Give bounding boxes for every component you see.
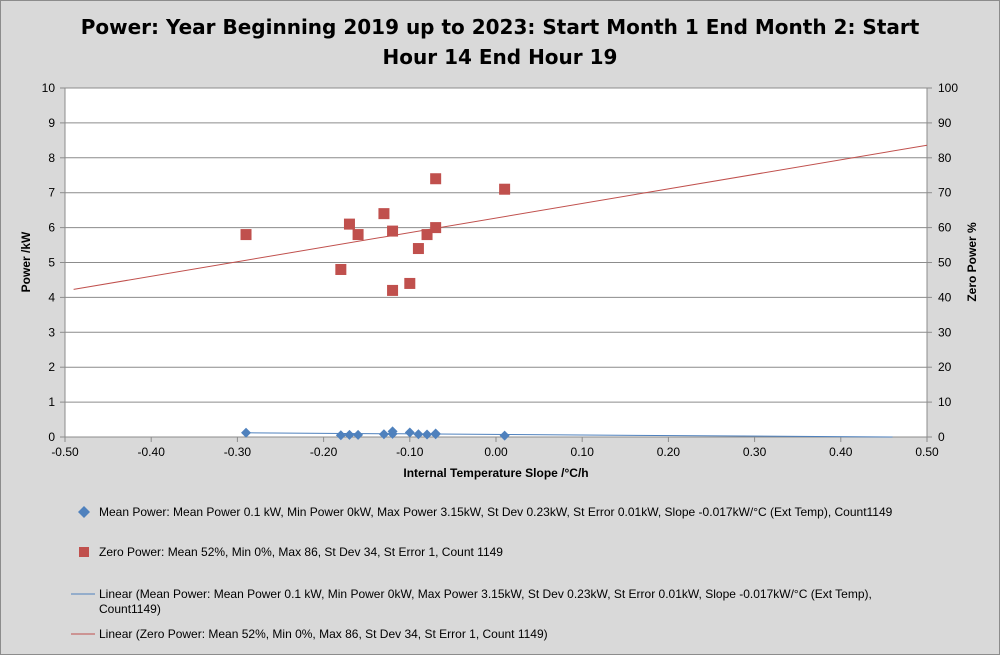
tick-labels: 0123456789100102030405060708090100-0.50-… — [42, 81, 959, 459]
legend-label-linear-mean-power-1: Linear (Mean Power: Mean Power 0.1 kW, M… — [99, 587, 872, 601]
y-tick-label: 4 — [48, 290, 55, 304]
legend: Mean Power: Mean Power 0.1 kW, Min Power… — [71, 505, 893, 641]
y-tick-label: 8 — [48, 151, 55, 165]
zero-power-point — [387, 284, 399, 296]
y2-tick-label: 40 — [938, 290, 952, 304]
legend-marker-mean-power — [78, 506, 90, 518]
mean-power-point — [353, 429, 364, 440]
axes — [60, 87, 932, 442]
mean-power-point — [387, 428, 398, 439]
y-tick-label: 9 — [48, 116, 55, 130]
mean-power-point — [344, 429, 355, 440]
x-tick-label: 0.30 — [743, 445, 767, 459]
y2-tick-label: 60 — [938, 221, 952, 235]
y2-tick-label: 70 — [938, 186, 952, 200]
y-tick-label: 6 — [48, 221, 55, 235]
y-tick-label: 1 — [48, 395, 55, 409]
zero-power-point — [421, 229, 433, 241]
zero-power-point — [404, 277, 416, 289]
x-tick-label: 0.40 — [829, 445, 853, 459]
mean-power-point — [413, 429, 424, 440]
x-tick-label: -0.40 — [138, 445, 166, 459]
y-axis-label: Power /kW — [19, 231, 33, 292]
zero-power-point — [412, 243, 424, 255]
trendline-1 — [73, 144, 928, 290]
y2-tick-label: 30 — [938, 325, 952, 339]
chart-title-line-2: Hour 14 End Hour 19 — [383, 45, 618, 69]
zero-power-point — [240, 229, 252, 241]
zero-power-point — [387, 225, 399, 237]
zero-power-point — [378, 208, 390, 220]
zero-power-point — [352, 229, 364, 241]
y2-tick-label: 80 — [938, 151, 952, 165]
mean-power-point — [404, 427, 415, 438]
y-tick-label: 10 — [42, 81, 56, 95]
y2-tick-label: 90 — [938, 116, 952, 130]
y2-tick-label: 20 — [938, 360, 952, 374]
x-tick-label: 0.20 — [657, 445, 681, 459]
legend-label-zero-power: Zero Power: Mean 52%, Min 0%, Max 86, St… — [99, 545, 503, 559]
x-tick-label: 0.00 — [484, 445, 508, 459]
zero-power-point — [335, 263, 347, 275]
mean-power-point — [241, 427, 252, 438]
mean-power-point — [335, 430, 346, 441]
legend-label-linear-zero-power: Linear (Zero Power: Mean 52%, Min 0%, Ma… — [99, 627, 548, 641]
zero-power-point — [430, 222, 442, 234]
x-tick-label: -0.20 — [310, 445, 338, 459]
y-tick-label: 0 — [48, 430, 55, 444]
mean-power-point — [422, 429, 433, 440]
zero-power-point — [343, 218, 355, 230]
mean-power-point — [378, 429, 389, 440]
x-tick-label: -0.30 — [224, 445, 252, 459]
y2-tick-label: 50 — [938, 256, 952, 270]
x-axis-label: Internal Temperature Slope /°C/h — [403, 466, 588, 480]
y-tick-label: 5 — [48, 256, 55, 270]
legend-label-linear-mean-power-2: Count1149) — [99, 602, 161, 616]
y-tick-label: 2 — [48, 360, 55, 374]
y-tick-label: 3 — [48, 325, 55, 339]
gridlines — [65, 87, 927, 403]
zero-power-point — [430, 173, 442, 185]
legend-label-mean-power: Mean Power: Mean Power 0.1 kW, Min Power… — [99, 505, 893, 519]
trendlines — [73, 144, 928, 438]
x-tick-label: 0.50 — [915, 445, 939, 459]
y2-tick-label: 100 — [938, 81, 958, 95]
zero-power-point — [499, 183, 511, 195]
x-tick-label: -0.10 — [396, 445, 424, 459]
data-markers — [240, 173, 511, 441]
mean-power-point — [430, 429, 441, 440]
y-tick-label: 7 — [48, 186, 55, 200]
y2-tick-label: 0 — [938, 430, 945, 444]
trendline-0 — [246, 432, 893, 438]
mean-power-point — [499, 430, 510, 441]
x-tick-label: -0.50 — [51, 445, 79, 459]
legend-marker-zero-power — [79, 547, 89, 557]
chart-title-line-1: Power: Year Beginning 2019 up to 2023: S… — [81, 15, 920, 39]
y2-tick-label: 10 — [938, 395, 952, 409]
x-tick-label: 0.10 — [571, 445, 595, 459]
y2-axis-label: Zero Power % — [965, 222, 979, 302]
